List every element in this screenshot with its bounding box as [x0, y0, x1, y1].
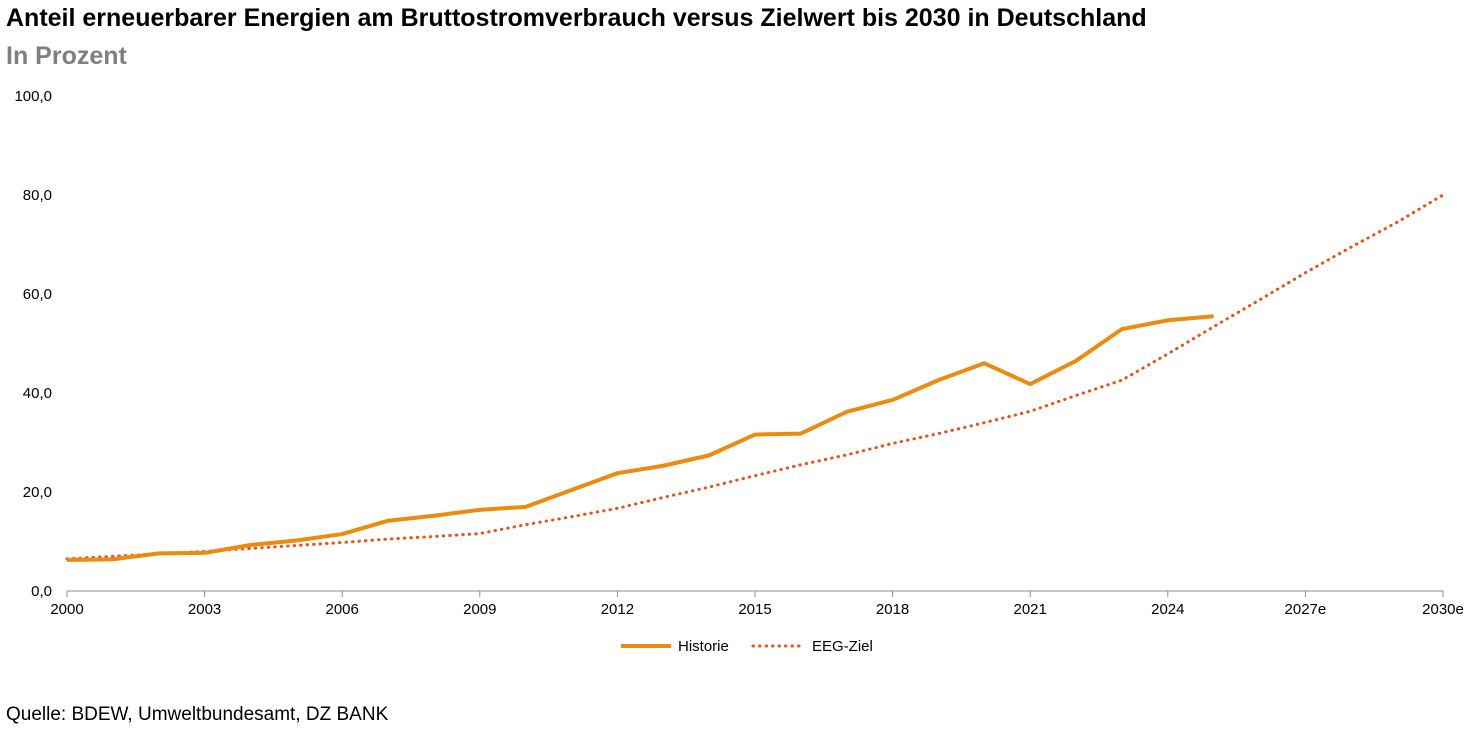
x-tick-label: 2030e: [1422, 601, 1464, 618]
x-tick-label: 2000: [50, 601, 83, 618]
source-note: Quelle: BDEW, Umweltbundesamt, DZ BANK: [6, 704, 389, 725]
legend: Historie EEG-Ziel: [621, 638, 873, 655]
x-tick-label: 2027e: [1285, 601, 1327, 618]
y-tick-label: 80,0: [23, 187, 52, 204]
x-tick-label: 2006: [326, 601, 359, 618]
series-lines: [65, 193, 1445, 562]
y-tick-label: 100,0: [14, 88, 52, 105]
x-tick-label: 2018: [876, 601, 909, 618]
y-axis-labels: 0,0 20,0 40,0 60,0 80,0 100,0: [14, 88, 52, 600]
y-tick-label: 60,0: [23, 286, 52, 303]
x-tick-label: 2003: [188, 601, 221, 618]
x-tick-label: 2015: [738, 601, 771, 618]
series-line-historie: [66, 314, 1214, 562]
y-tick-label: 40,0: [23, 385, 52, 402]
x-tick-label: 2012: [601, 601, 634, 618]
x-tick-label: 2024: [1151, 601, 1184, 618]
legend-label: EEG-Ziel: [812, 638, 873, 655]
x-tick-label: 2021: [1014, 601, 1047, 618]
chart-subtitle: In Prozent: [6, 42, 127, 70]
y-tick-label: 20,0: [23, 484, 52, 501]
legend-label: Historie: [678, 638, 729, 655]
y-tick-label: 0,0: [31, 583, 52, 600]
x-axis: 2000 2003 2006 2009 2012 2015 2018 2021 2024 2027…: [50, 590, 1464, 618]
x-tick-label: 2009: [463, 601, 496, 618]
chart-title: Anteil erneuerbarer Energien am Bruttost…: [6, 4, 1147, 32]
series-line-eeg-ziel: [65, 193, 1445, 561]
